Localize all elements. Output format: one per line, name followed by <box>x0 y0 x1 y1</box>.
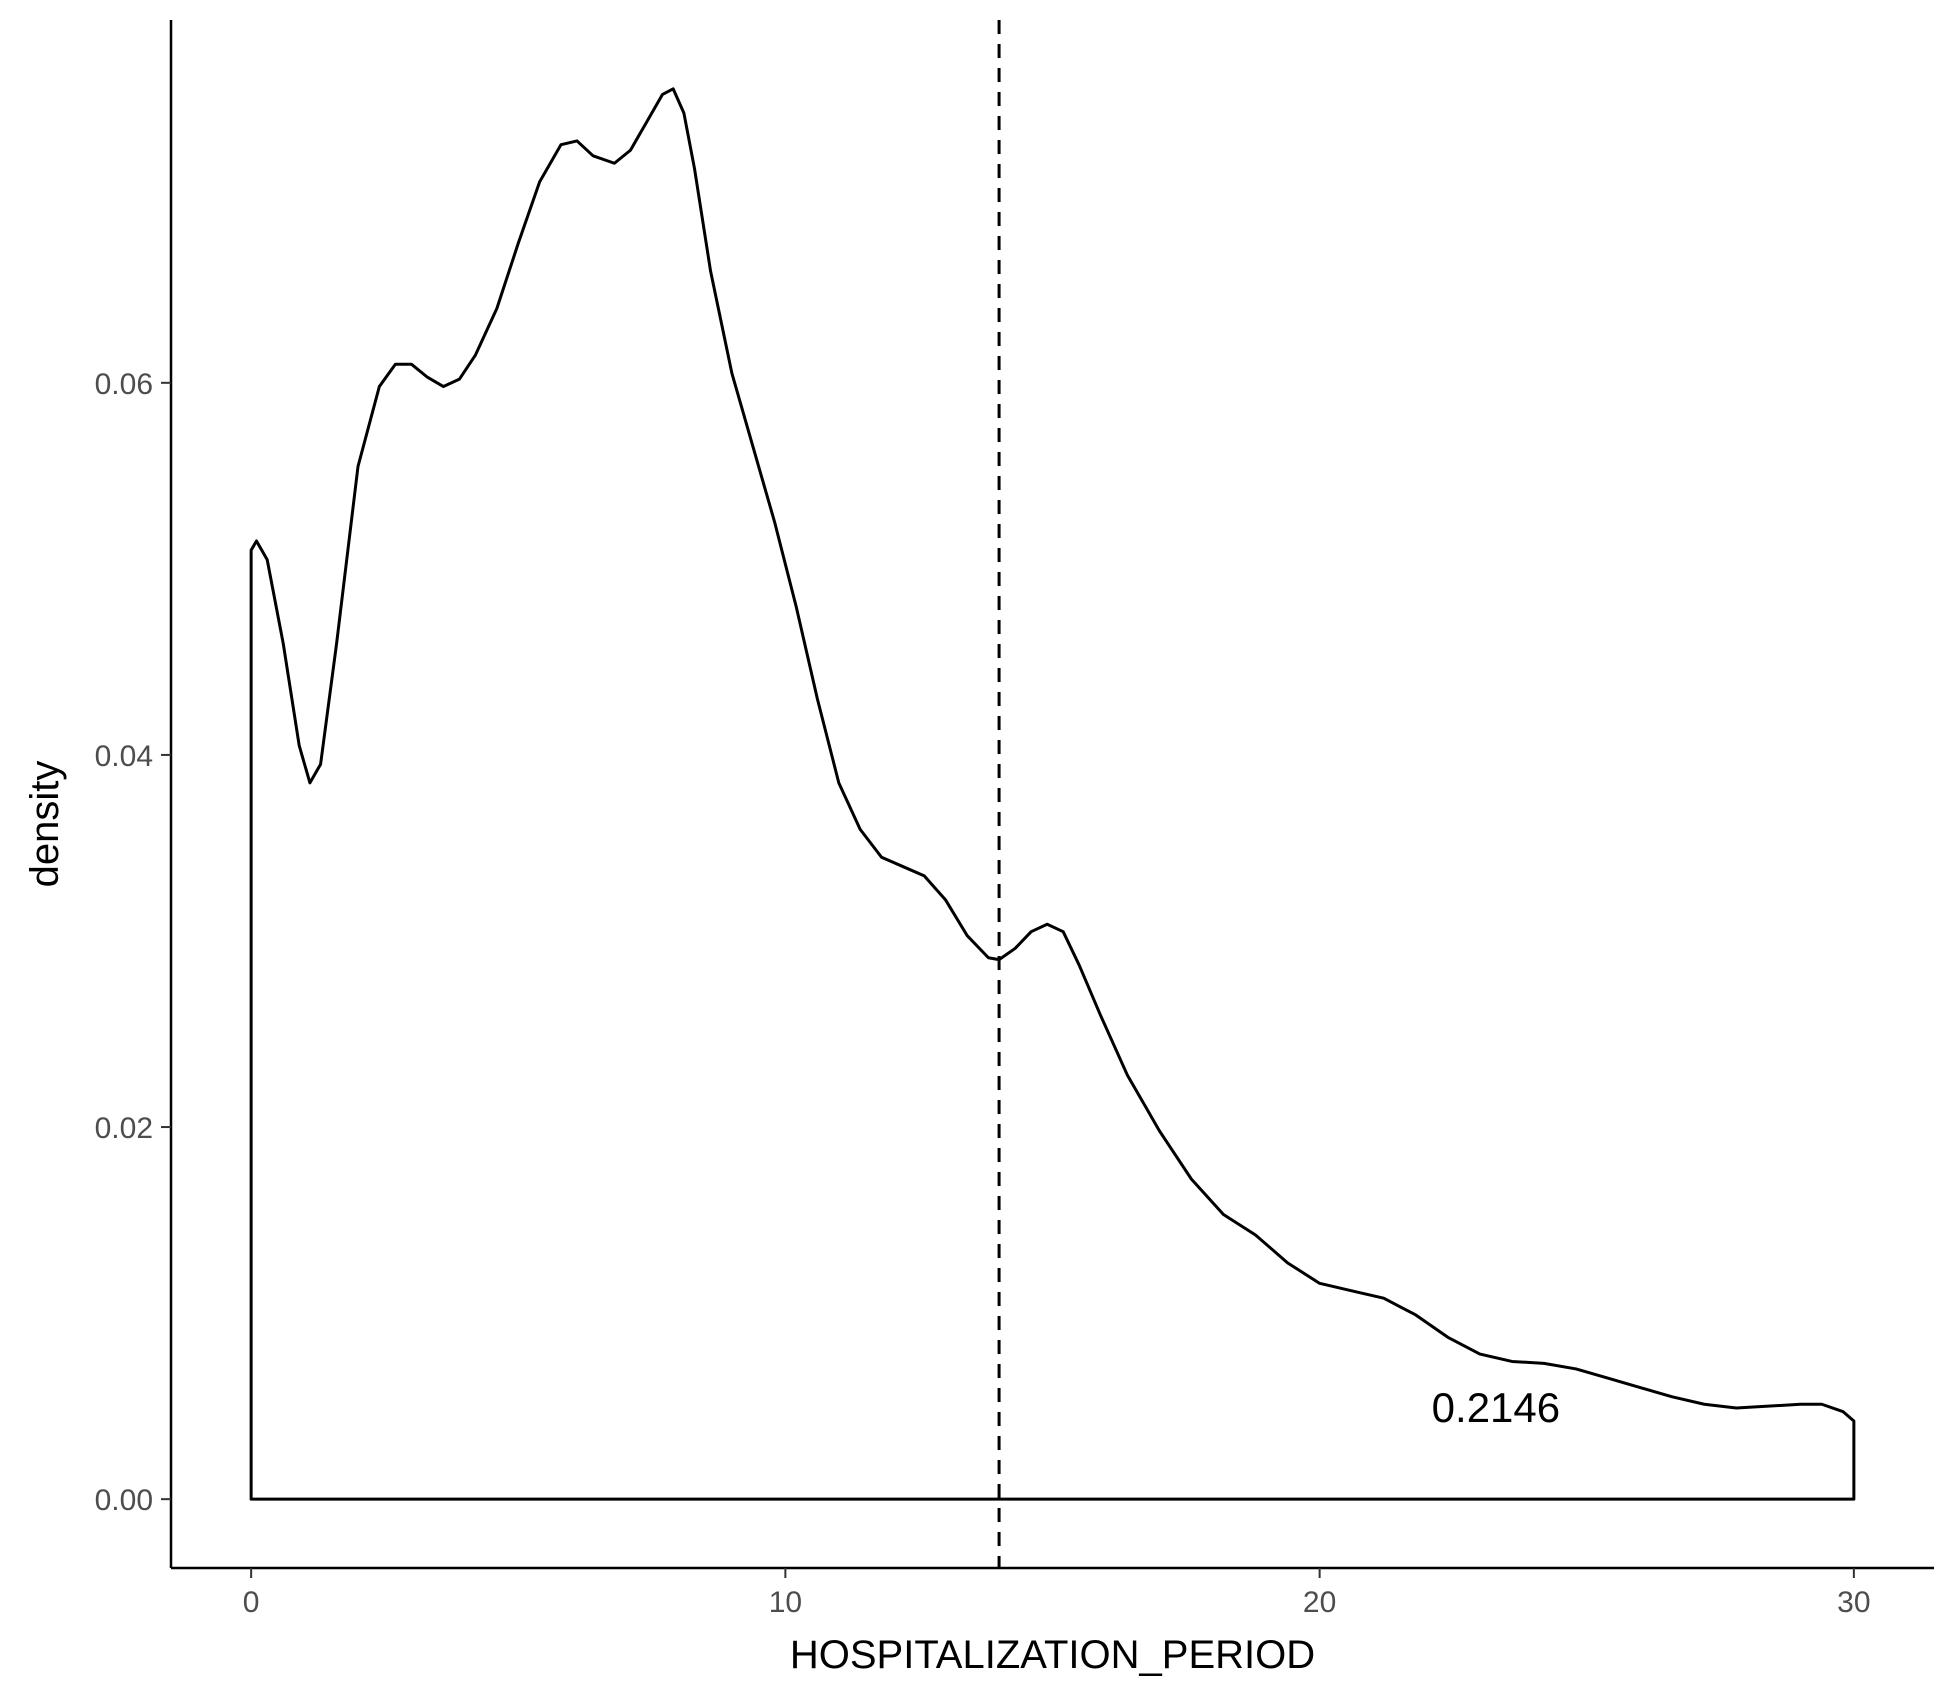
y-axis-title: density <box>23 761 67 888</box>
x-tick-label: 10 <box>769 1586 802 1619</box>
y-tick-label: 0.06 <box>95 368 153 401</box>
x-tick-label: 30 <box>1837 1586 1870 1619</box>
y-tick-label: 0.02 <box>95 1112 153 1145</box>
y-tick-label: 0.04 <box>95 740 153 773</box>
x-axis-title: HOSPITALIZATION_PERIOD <box>790 1633 1315 1677</box>
annotation-label: 0.2146 <box>1432 1384 1560 1431</box>
x-tick-label: 0 <box>243 1586 260 1619</box>
density-curve <box>249 87 1856 1501</box>
x-tick-label: 20 <box>1303 1586 1336 1619</box>
y-tick-label: 0.00 <box>95 1484 153 1517</box>
